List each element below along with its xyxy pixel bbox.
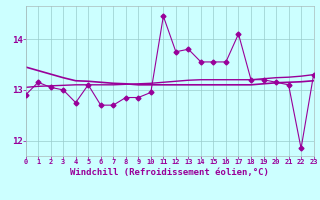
- X-axis label: Windchill (Refroidissement éolien,°C): Windchill (Refroidissement éolien,°C): [70, 168, 269, 177]
